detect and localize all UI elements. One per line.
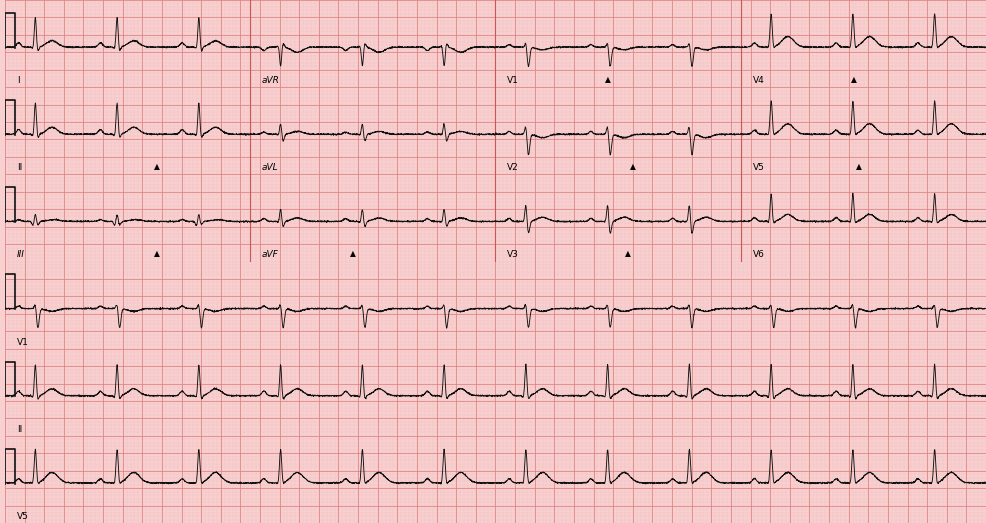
Text: V2: V2 [507,163,519,172]
Text: aVF: aVF [262,251,279,259]
Text: ▲: ▲ [154,162,160,171]
Text: aVR: aVR [262,76,280,85]
Text: ▲: ▲ [154,249,160,258]
Text: V6: V6 [752,251,764,259]
Text: ▲: ▲ [851,75,857,84]
Text: V3: V3 [507,251,519,259]
Text: V5: V5 [17,512,29,521]
Text: V1: V1 [17,337,29,347]
Text: II: II [17,425,22,434]
Text: III: III [17,251,25,259]
Text: I: I [17,76,20,85]
Text: ▲: ▲ [630,162,636,171]
Text: V5: V5 [752,163,764,172]
Text: V1: V1 [507,76,519,85]
Text: aVL: aVL [262,163,279,172]
Text: ▲: ▲ [625,249,631,258]
Text: II: II [17,163,22,172]
Text: ▲: ▲ [856,162,862,171]
Text: ▲: ▲ [605,75,611,84]
Text: V4: V4 [752,76,764,85]
Text: ▲: ▲ [350,249,356,258]
